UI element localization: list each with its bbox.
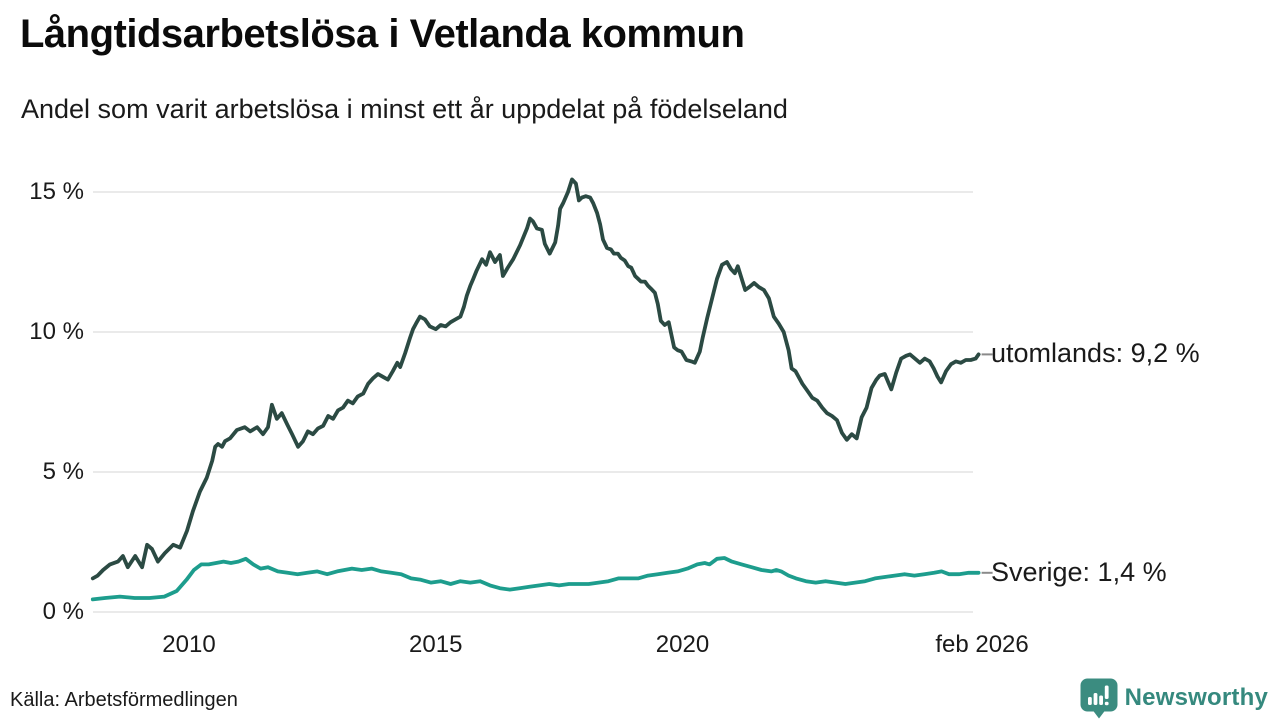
page-title: Långtidsarbetslösa i Vetlanda kommun xyxy=(20,12,745,56)
series-line-utomlands xyxy=(90,177,981,581)
x-axis-label: 2015 xyxy=(409,631,463,658)
x-axis-label: feb 2026 xyxy=(935,631,1029,658)
brand-logo: Newsworthy xyxy=(1080,677,1268,719)
brand-wordmark: Newsworthy xyxy=(1124,684,1268,711)
newsworthy-icon xyxy=(1080,678,1118,718)
y-axis-label: 10 % xyxy=(29,318,84,345)
series-label-utomlands: utomlands: 9,2 % xyxy=(991,338,1200,369)
series-label-sverige: Sverige: 1,4 % xyxy=(991,556,1167,587)
y-axis-label: 0 % xyxy=(42,598,84,625)
page-subtitle: Andel som varit arbetslösa i minst ett å… xyxy=(21,94,788,124)
series-line-sverige xyxy=(90,556,981,602)
source-note: Källa: Arbetsförmedlingen xyxy=(10,689,238,711)
x-axis-label: 2020 xyxy=(655,631,710,658)
y-axis-label: 5 % xyxy=(42,458,84,485)
y-axis-label: 15 % xyxy=(29,178,84,205)
x-axis-label: 2010 xyxy=(162,631,216,658)
